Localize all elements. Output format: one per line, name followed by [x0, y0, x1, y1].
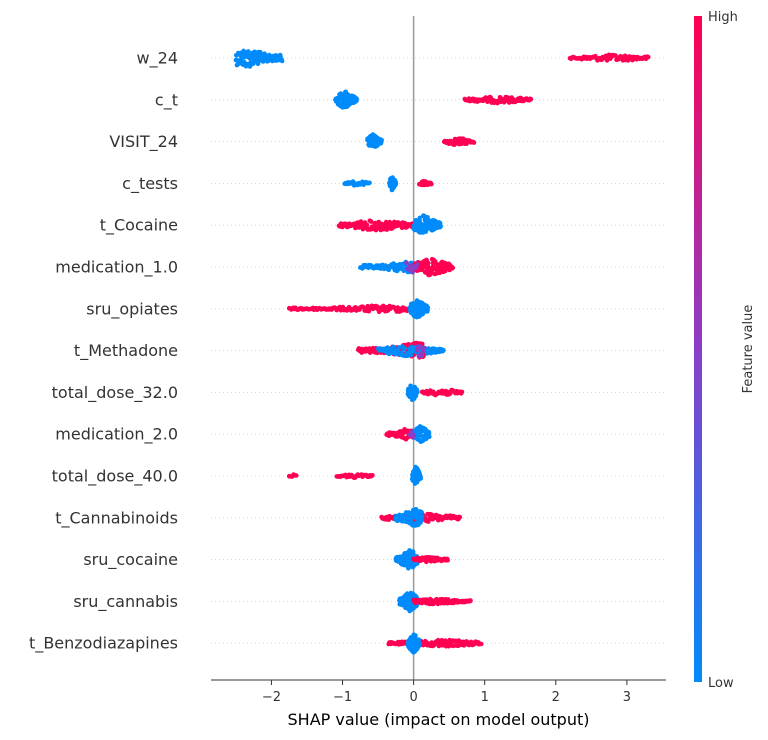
shap-point [354, 96, 360, 102]
shap-point [427, 434, 432, 440]
shap-point [391, 344, 396, 350]
feature-label: medication_2.0 [55, 425, 178, 445]
shap-point [414, 389, 420, 395]
feature-label: medication_1.0 [55, 258, 178, 278]
x-tick-label: 0 [409, 690, 417, 705]
shap-point [419, 518, 425, 523]
shap-point [404, 260, 409, 266]
feature-label: sru_cocaine [83, 550, 178, 570]
colorbar-low-label: Low [708, 676, 734, 691]
shap-point [435, 637, 441, 643]
shap-point [294, 473, 299, 478]
colorbar-title: Feature value [741, 305, 756, 394]
feature-label: sru_opiates [86, 299, 178, 319]
shap-point [426, 430, 432, 435]
shap-point [379, 137, 384, 143]
feature-label: VISIT_24 [109, 132, 178, 152]
shap-point [413, 633, 418, 638]
shap-point [425, 305, 431, 310]
feature-label: total_dose_40.0 [52, 467, 178, 487]
feature-label: w_24 [137, 49, 178, 69]
shap-point [613, 53, 618, 58]
shap-point [368, 219, 374, 224]
x-tick-label: 3 [623, 690, 631, 705]
feature-label: t_Benzodiazapines [29, 634, 178, 654]
shap-point [450, 265, 456, 271]
x-tick-label: 1 [481, 690, 489, 705]
colorbar-gradient [694, 16, 702, 682]
shap-point [418, 476, 424, 481]
shap-point [408, 352, 414, 358]
shap-point [468, 598, 473, 603]
shap-point [370, 473, 375, 478]
shap-point [478, 641, 484, 647]
shap-point [410, 269, 415, 275]
shap-point [471, 140, 477, 145]
feature-label: t_Cannabinoids [55, 508, 178, 528]
shap-point [438, 224, 443, 229]
shap-point [445, 557, 451, 563]
x-axis-title: SHAP value (impact on model output) [288, 710, 590, 729]
shap-point [528, 97, 534, 102]
beeswarm-points [233, 48, 651, 655]
shap-point [406, 267, 412, 272]
shap-point [411, 551, 416, 557]
shap-point [401, 268, 407, 274]
shap-point [419, 353, 425, 358]
colorbar: High Low Feature value [694, 10, 756, 691]
shap-point [255, 61, 261, 67]
x-tick-label: −2 [262, 690, 281, 705]
colorbar-high-label: High [708, 10, 738, 25]
feature-label: t_Methadone [74, 341, 178, 361]
shap-point [459, 389, 465, 395]
shap-point [393, 181, 399, 186]
shap-point [419, 509, 424, 515]
shap-point [441, 347, 446, 353]
shap-point [419, 514, 425, 519]
feature-label: c_tests [122, 174, 178, 194]
shap-point [395, 305, 401, 310]
feature-labels: w_24 c_t VISIT_24 c_tests t_Cocaine medicatio… [29, 49, 178, 654]
feature-label: t_Cocaine [100, 216, 178, 236]
shap-point [414, 262, 420, 267]
shap-point [364, 222, 370, 228]
shap-point [457, 515, 463, 520]
x-tick-label: −1 [333, 690, 352, 705]
shap-point [425, 260, 431, 266]
shap-point [417, 642, 422, 647]
shap-point [402, 345, 407, 351]
x-axis: −2 −1 0 1 2 3 [211, 679, 666, 705]
shap-point [422, 345, 427, 351]
shap-point [367, 180, 372, 186]
shap-point [279, 58, 285, 64]
shap-point [417, 215, 423, 221]
shap-point [411, 432, 416, 438]
x-tick-label: 2 [552, 690, 560, 705]
feature-label: sru_cannabis [73, 592, 178, 612]
feature-label: total_dose_32.0 [52, 383, 178, 403]
shap-point [429, 181, 434, 187]
feature-label: c_t [155, 90, 178, 110]
shap-point [645, 54, 651, 60]
shap-point [417, 343, 422, 349]
